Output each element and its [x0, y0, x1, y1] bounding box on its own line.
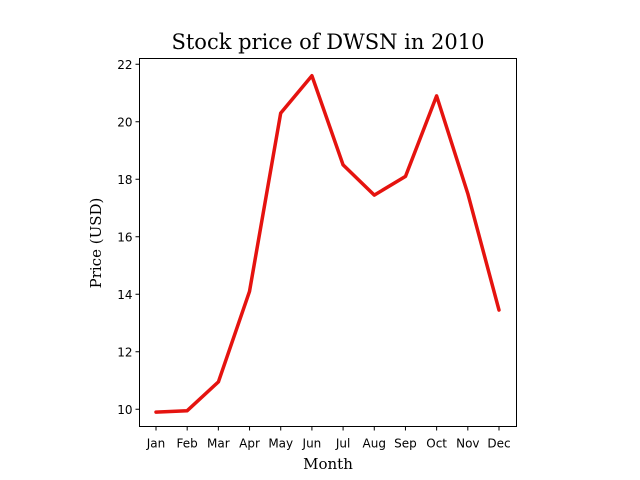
plot-frame	[139, 58, 517, 427]
x-tick-label: Aug	[363, 437, 386, 451]
x-tick-label: May	[268, 437, 293, 451]
y-axis: 10 12 14 16 18 20 22	[117, 58, 140, 417]
y-tick-label: 22	[117, 58, 132, 72]
y-tick-label: 10	[117, 403, 132, 417]
x-tick-label: Nov	[456, 437, 479, 451]
y-axis-label: Price (USD)	[87, 198, 105, 289]
plot-area	[154, 73, 501, 414]
x-tick-label: Dec	[487, 437, 510, 451]
y-tick-label: 14	[117, 288, 132, 302]
x-tick-label: Oct	[426, 437, 447, 451]
x-tick-label: Feb	[177, 437, 198, 451]
y-tick-label: 18	[117, 173, 132, 187]
y-tick-label: 12	[117, 345, 132, 359]
x-tick-label: Sep	[394, 437, 417, 451]
x-tick-label: Mar	[207, 437, 230, 451]
series-line	[154, 73, 501, 414]
x-axis-label: Month	[303, 455, 353, 473]
x-axis: Jan Feb Mar Apr May Jun Jul Aug Sep Oct Nov Dec	[146, 426, 511, 451]
x-tick-label: Jun	[302, 437, 322, 451]
y-tick-label: 16	[117, 230, 132, 244]
x-tick-label: Apr	[239, 437, 260, 451]
y-tick-label: 20	[117, 115, 132, 129]
x-tick-label: Jan	[146, 437, 166, 451]
x-tick-label: Jul	[335, 437, 350, 451]
chart-title: Stock price of DWSN in 2010	[171, 30, 484, 54]
